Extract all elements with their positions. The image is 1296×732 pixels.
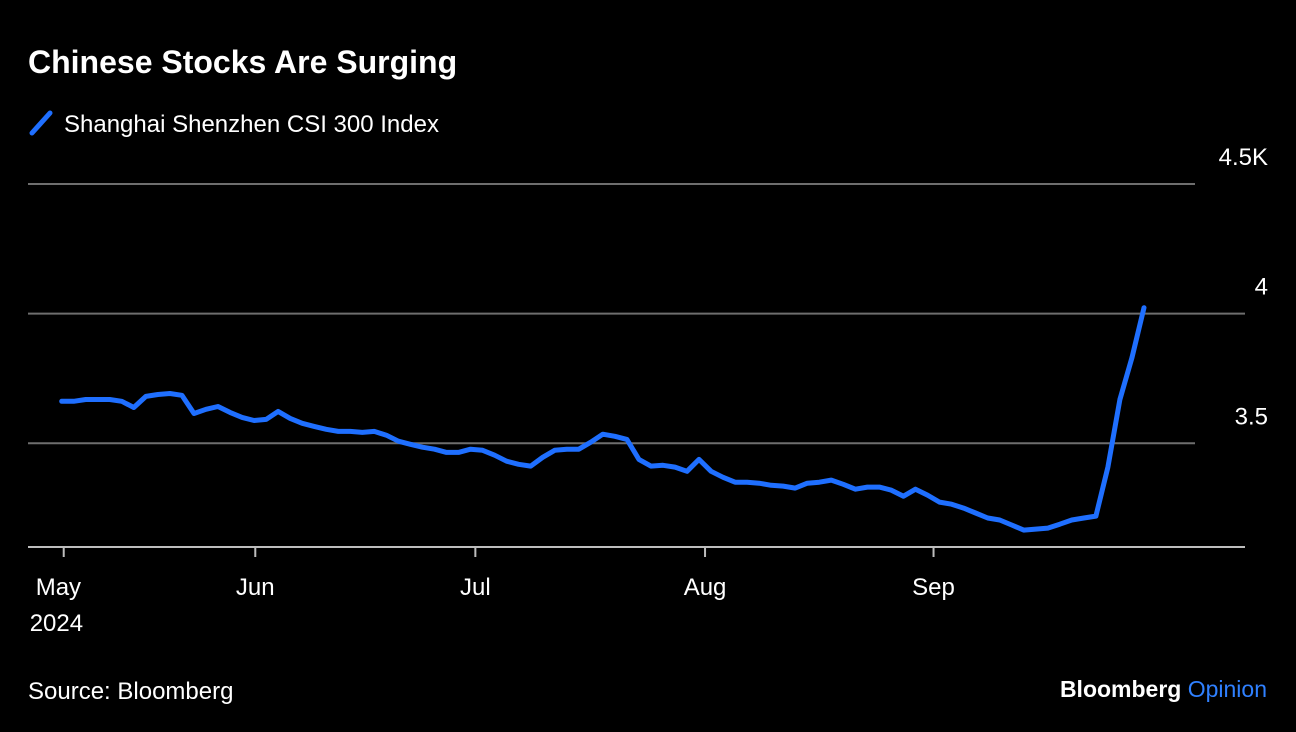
legend-swatch [29, 110, 53, 136]
x-tick-label: Aug [684, 574, 727, 601]
x-tick-label: Jul [460, 574, 491, 601]
x-year-label: 2024 [30, 610, 83, 637]
branding-suffix: Opinion [1188, 676, 1267, 702]
x-tick-label: May [36, 574, 81, 601]
y-tick-label: 4.5K [1219, 144, 1268, 171]
source: Source: Bloomberg [28, 678, 233, 705]
chart-title: Chinese Stocks Are Surging [28, 44, 457, 80]
series-line [59, 305, 1147, 533]
x-tick-label: Sep [912, 574, 955, 601]
branding: Bloomberg Opinion [1060, 676, 1267, 702]
branding-name: Bloomberg [1060, 676, 1181, 702]
y-tick-label: 4 [1255, 274, 1268, 301]
x-tick-label: Jun [236, 574, 275, 601]
y-tick-label: 3.5 [1235, 403, 1268, 430]
legend-label: Shanghai Shenzhen CSI 300 Index [64, 111, 439, 138]
